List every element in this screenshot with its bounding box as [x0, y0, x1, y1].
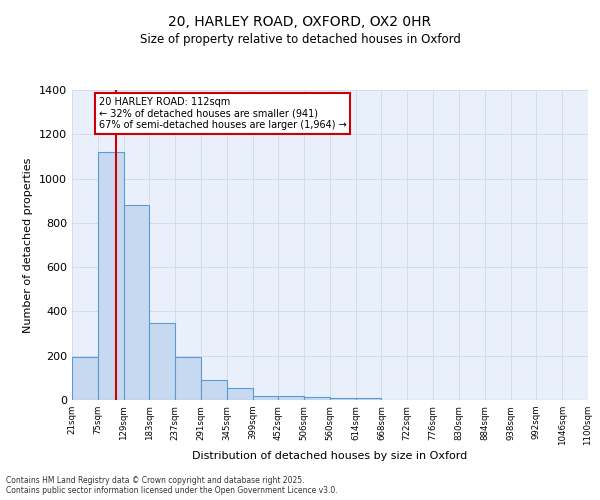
Bar	[98, 152, 124, 400]
Bar	[124, 205, 149, 400]
Bar	[201, 380, 227, 400]
Bar	[227, 388, 253, 400]
Bar	[175, 357, 201, 400]
Bar	[304, 396, 330, 400]
Text: Contains HM Land Registry data © Crown copyright and database right 2025.: Contains HM Land Registry data © Crown c…	[6, 476, 305, 485]
Bar	[149, 322, 175, 400]
Text: 20 HARLEY ROAD: 112sqm
← 32% of detached houses are smaller (941)
67% of semi-de: 20 HARLEY ROAD: 112sqm ← 32% of detached…	[99, 96, 347, 130]
Bar	[330, 398, 356, 400]
Text: Contains public sector information licensed under the Open Government Licence v3: Contains public sector information licen…	[6, 486, 338, 495]
Bar	[253, 396, 278, 400]
Bar	[72, 357, 98, 400]
Text: Size of property relative to detached houses in Oxford: Size of property relative to detached ho…	[140, 32, 460, 46]
Bar	[278, 396, 304, 400]
Text: 20, HARLEY ROAD, OXFORD, OX2 0HR: 20, HARLEY ROAD, OXFORD, OX2 0HR	[169, 15, 431, 29]
Bar	[356, 398, 382, 400]
Y-axis label: Number of detached properties: Number of detached properties	[23, 158, 34, 332]
X-axis label: Distribution of detached houses by size in Oxford: Distribution of detached houses by size …	[193, 451, 467, 461]
